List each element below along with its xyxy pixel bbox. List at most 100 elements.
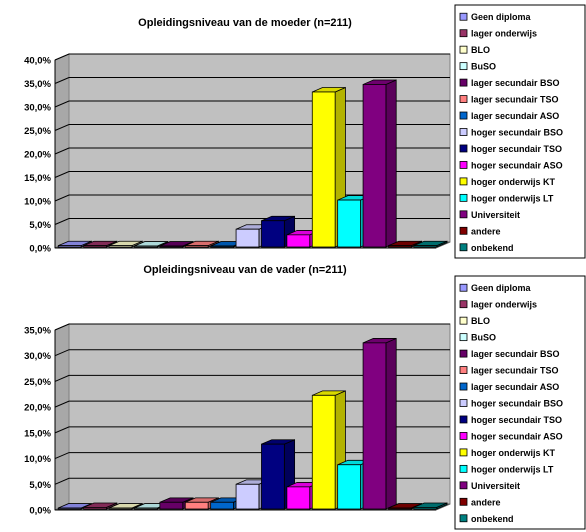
chart2-legend-label: hoger onderwijs LT <box>471 464 554 474</box>
chart1-bar-front <box>184 245 209 248</box>
chart1-legend-label: hoger onderwijs LT <box>471 193 554 203</box>
chart1-legend-item: hoger secundair BSO <box>459 128 563 138</box>
chart2-legend-swatch <box>459 300 468 309</box>
chart1-legend-swatch <box>459 193 468 202</box>
chart1-legend-label: Geen diploma <box>471 12 532 22</box>
chart2-legend-swatch <box>459 316 468 325</box>
chart2-legend-label: hoger secundair BSO <box>471 399 563 409</box>
chart2-title: Opleidingsniveau van de vader (n=211) <box>143 264 347 276</box>
chart2: Opleidingsniveau van de vader (n=211) 0,0… <box>24 264 586 530</box>
chart1-bar <box>362 79 397 248</box>
chart2-legend-item: hoger onderwijs KT <box>459 448 556 458</box>
chart2-bar-front <box>286 486 311 510</box>
chart2-legend-swatch <box>459 497 468 506</box>
chart1-legend-label: hoger secundair BSO <box>471 128 563 138</box>
chart1-legend-swatch <box>459 78 468 87</box>
chart1-bar-front <box>337 199 361 248</box>
chart2-legend-label: BLO <box>471 316 490 326</box>
chart2-legend-label: lager secundair BSO <box>471 349 560 359</box>
chart2-bar <box>362 337 397 510</box>
chart1-legend-swatch <box>459 177 468 186</box>
chart2-bar-front <box>83 507 107 510</box>
chart2-legend-item: Geen diploma <box>459 283 532 293</box>
chart1: Opleidingsniveau van de moeder (n=211) 0,… <box>24 4 586 259</box>
chart1-legend-label: hoger secundair ASO <box>471 160 563 170</box>
chart1-legend: Geen diploma lager onderwijs BLO BuSO lager … <box>454 4 586 259</box>
chart2-legend-swatch <box>459 382 468 391</box>
chart1-bar-front <box>108 245 133 248</box>
chart1-legend-item: lager secundair TSO <box>459 95 559 105</box>
chart2-legend-swatch <box>459 481 468 490</box>
chart2-y-tick-label: 25,0% <box>24 377 51 388</box>
chart2-legend-label: hoger secundair TSO <box>471 415 562 425</box>
chart1-bar-front <box>311 91 336 248</box>
chart2-legend-item: hoger secundair TSO <box>459 415 562 425</box>
chart1-gridline <box>54 53 450 61</box>
chart1-legend-item: hoger onderwijs LT <box>459 193 554 203</box>
chart2-legend-label: lager secundair TSO <box>471 366 559 376</box>
chart1-legend-item: lager secundair ASO <box>459 111 559 121</box>
chart1-legend-label: lager secundair BSO <box>471 78 560 88</box>
chart2-legend-label: hoger onderwijs KT <box>471 448 556 458</box>
chart1-legend-swatch <box>459 144 468 153</box>
chart1-y-tick-label: 20,0% <box>24 150 51 161</box>
chart2-legend-swatch <box>459 432 468 440</box>
chart1-y-tick-label: 10,0% <box>24 197 51 208</box>
chart1-y-tick-label: 0,0% <box>29 244 51 255</box>
chart2-y-tick-label: 30,0% <box>24 351 51 362</box>
chart2-bar <box>413 502 448 510</box>
chart1-legend-swatch <box>459 45 468 54</box>
chart2-legend-box <box>454 275 586 530</box>
chart1-bar <box>184 240 219 248</box>
chart2-bar <box>83 502 118 510</box>
chart2-legend-label: BuSO <box>471 333 496 343</box>
chart2-legend-swatch <box>459 283 468 292</box>
chart1-legend-label: hoger onderwijs KT <box>471 177 556 187</box>
chart1-bar-front <box>413 245 438 248</box>
chart2-legend-label: lager onderwijs <box>471 300 537 310</box>
chart2-y-tick-label: 0,0% <box>29 506 51 517</box>
chart2-bar-front <box>311 394 336 510</box>
chart1-legend-swatch <box>459 95 468 103</box>
chart2-legend-swatch <box>459 448 468 457</box>
chart2-legend-label: andere <box>471 497 501 507</box>
chart2-legend-swatch <box>459 366 468 374</box>
chart1-gridline <box>54 77 450 84</box>
chart1-legend-swatch <box>459 29 468 38</box>
chart2-legend-item: lager onderwijs <box>459 300 537 310</box>
chart1-legend-item: andere <box>459 226 501 236</box>
chart2-gridline <box>54 349 450 357</box>
chart2-legend-swatch <box>459 415 468 424</box>
chart2-y-tick-label: 10,0% <box>24 454 51 465</box>
chart1-legend-item: Geen diploma <box>459 12 532 22</box>
chart2-bar-front <box>362 342 387 510</box>
chart2-legend-swatch <box>459 464 468 473</box>
chart1-legend-item: hoger secundair ASO <box>459 160 563 170</box>
chart2-y-tick-label: 5,0% <box>29 480 51 491</box>
chart2-bar-front <box>388 507 412 510</box>
chart2-gridline <box>54 374 450 382</box>
chart2-y-tick-label: 15,0% <box>24 428 51 439</box>
chart1-legend-swatch <box>459 161 468 169</box>
chart1-legend-label: BuSO <box>471 62 496 72</box>
chart1-legend-label: lager onderwijs <box>471 29 537 39</box>
chart2-legend-item: hoger secundair BSO <box>459 399 563 409</box>
chart2-legend-item: lager secundair ASO <box>459 382 559 392</box>
chart1-legend-swatch <box>459 210 468 219</box>
chart2-y-tick-label: 20,0% <box>24 403 51 414</box>
chart2-bar-front <box>184 501 209 510</box>
chart2-bar-front <box>337 464 361 510</box>
chart2-legend-item: lager secundair BSO <box>459 349 560 359</box>
chart1-bar <box>388 240 423 248</box>
chart2-legend-item: andere <box>459 497 501 507</box>
chart1-legend-label: hoger secundair TSO <box>471 144 562 154</box>
chart2-bar-front <box>108 507 133 510</box>
chart1-legend-label: lager secundair TSO <box>471 95 559 105</box>
chart1-legend-label: Universiteit <box>471 210 520 220</box>
chart1-y-tick-label: 30,0% <box>24 103 51 114</box>
chart2-bar-front <box>159 501 184 510</box>
chart2-bar-front <box>57 507 82 510</box>
chart2-gridline <box>54 323 450 331</box>
chart2-bar-front <box>210 501 234 510</box>
